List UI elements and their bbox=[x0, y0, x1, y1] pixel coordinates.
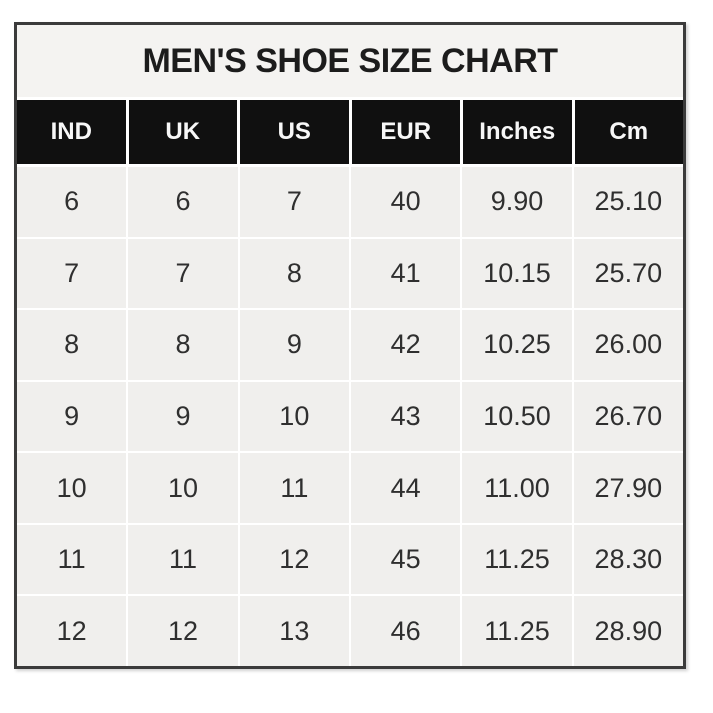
table-cell: 11 bbox=[128, 524, 238, 595]
table-cell: 11.25 bbox=[462, 596, 572, 666]
table-cell: 11.00 bbox=[462, 453, 572, 523]
table-cell: 11.25 bbox=[462, 524, 572, 595]
table-cell: 13 bbox=[239, 596, 349, 666]
table-cell: 10.25 bbox=[462, 310, 572, 380]
table-cell: 43 bbox=[351, 381, 461, 452]
table-cell: 8 bbox=[128, 310, 238, 380]
table-cell: 40 bbox=[351, 167, 461, 237]
chart-title: MEN'S SHOE SIZE CHART bbox=[17, 25, 683, 97]
table-cell: 8 bbox=[17, 310, 127, 380]
table-cell: 8 bbox=[239, 238, 349, 309]
table-cell: 26.70 bbox=[573, 381, 683, 452]
table-cell: 46 bbox=[351, 596, 461, 666]
table-cell: 10 bbox=[239, 381, 349, 452]
table-cell: 42 bbox=[351, 310, 461, 380]
table-cell: 26.00 bbox=[573, 310, 683, 380]
table-cell: 12 bbox=[17, 596, 127, 666]
table-cell: 7 bbox=[17, 238, 127, 309]
column-header-us: US bbox=[240, 100, 349, 164]
table-cell: 12 bbox=[239, 524, 349, 595]
table-cell: 12 bbox=[128, 596, 238, 666]
column-header-cm: Cm bbox=[574, 100, 683, 164]
table-cell: 10.50 bbox=[462, 381, 572, 452]
column-header-eur: EUR bbox=[351, 100, 460, 164]
table-cell: 6 bbox=[128, 167, 238, 237]
table-cell: 10.15 bbox=[462, 238, 572, 309]
table-header-row: IND UK US EUR Inches Cm bbox=[17, 97, 683, 167]
table-cell: 9.90 bbox=[462, 167, 572, 237]
column-header-uk: UK bbox=[128, 100, 237, 164]
table-cell: 9 bbox=[17, 381, 127, 452]
table-cell: 28.90 bbox=[573, 596, 683, 666]
table-cell: 44 bbox=[351, 453, 461, 523]
table-body: 6 6 7 40 9.90 25.10 7 7 8 41 10.15 25.70 8 8 9 42 10.25 2… bbox=[17, 167, 683, 666]
table-cell: 7 bbox=[239, 167, 349, 237]
table-cell: 25.10 bbox=[573, 167, 683, 237]
column-header-ind: IND bbox=[17, 100, 126, 164]
table-cell: 11 bbox=[17, 524, 127, 595]
table-cell: 45 bbox=[351, 524, 461, 595]
table-cell: 25.70 bbox=[573, 238, 683, 309]
column-header-inches: Inches bbox=[463, 100, 572, 164]
table-cell: 9 bbox=[239, 310, 349, 380]
table-cell: 27.90 bbox=[573, 453, 683, 523]
table-cell: 41 bbox=[351, 238, 461, 309]
table-cell: 10 bbox=[17, 453, 127, 523]
table-cell: 6 bbox=[17, 167, 127, 237]
shoe-size-chart-table: MEN'S SHOE SIZE CHART IND UK US EUR Inches Cm… bbox=[14, 22, 686, 669]
table-cell: 9 bbox=[128, 381, 238, 452]
table-cell: 11 bbox=[239, 453, 349, 523]
table-cell: 7 bbox=[128, 238, 238, 309]
table-cell: 10 bbox=[128, 453, 238, 523]
table-cell: 28.30 bbox=[573, 524, 683, 595]
